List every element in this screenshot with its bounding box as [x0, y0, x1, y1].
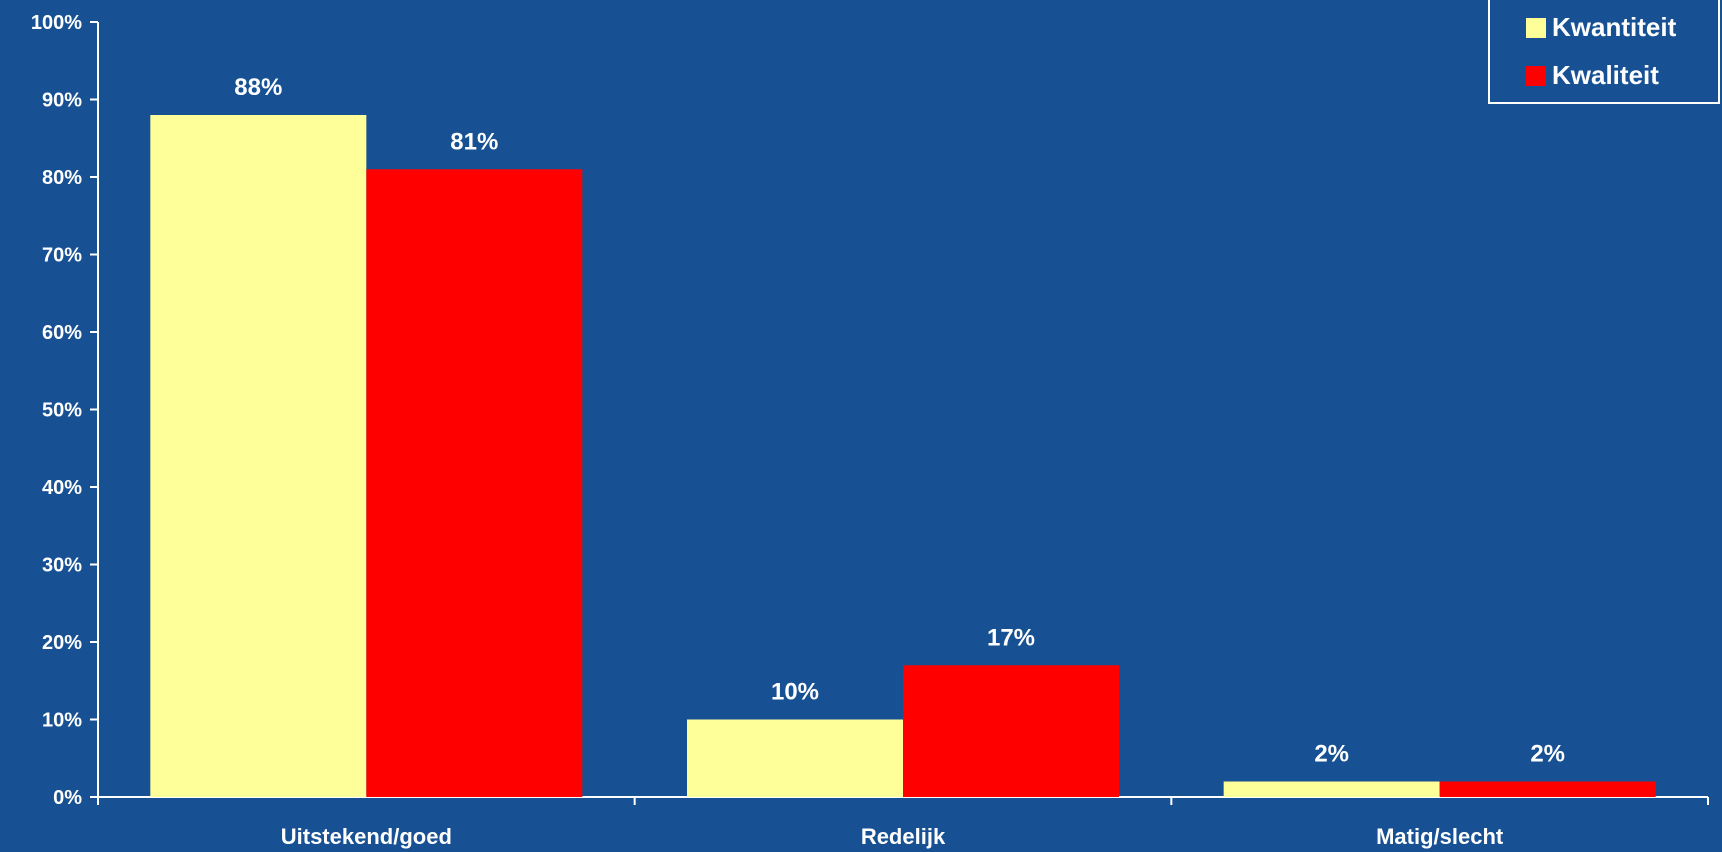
legend-swatch-kwantiteit [1526, 17, 1546, 38]
y-tick-label: 30% [42, 555, 82, 577]
data-label: 10% [771, 679, 819, 706]
bar [1223, 781, 1440, 797]
x-category-label: Uitstekend/goed [281, 824, 452, 849]
data-label: 17% [987, 624, 1035, 651]
y-tick-label: 90% [42, 90, 82, 112]
legend-swatch-kwaliteit [1526, 65, 1546, 86]
y-tick-label: 20% [42, 632, 82, 654]
data-label: 2% [1530, 741, 1565, 768]
y-tick-label: 70% [42, 245, 82, 267]
legend-label-kwaliteit: Kwaliteit [1552, 60, 1659, 90]
y-tick-label: 10% [42, 710, 82, 732]
y-tick-label: 100% [31, 12, 82, 34]
x-category-label: Redelijk [861, 824, 946, 849]
data-label: 81% [450, 128, 498, 155]
legend-item-kwaliteit: Kwaliteit [1526, 60, 1659, 91]
bar [366, 169, 583, 797]
bar [150, 115, 367, 797]
x-category-label: Matig/slecht [1376, 824, 1504, 849]
y-tick-label: 50% [42, 400, 82, 422]
y-tick-label: 40% [42, 477, 82, 499]
legend: Kwantiteit Kwaliteit [1488, 0, 1720, 104]
y-tick-label: 60% [42, 322, 82, 344]
legend-item-kwantiteit: Kwantiteit [1526, 12, 1676, 43]
bar [1439, 781, 1656, 797]
data-label: 2% [1314, 741, 1349, 768]
y-tick-label: 0% [53, 787, 82, 809]
bar [687, 719, 903, 797]
legend-label-kwantiteit: Kwantiteit [1552, 12, 1677, 42]
y-tick-label: 80% [42, 167, 82, 189]
bar [903, 665, 1119, 797]
data-label: 88% [234, 74, 282, 101]
